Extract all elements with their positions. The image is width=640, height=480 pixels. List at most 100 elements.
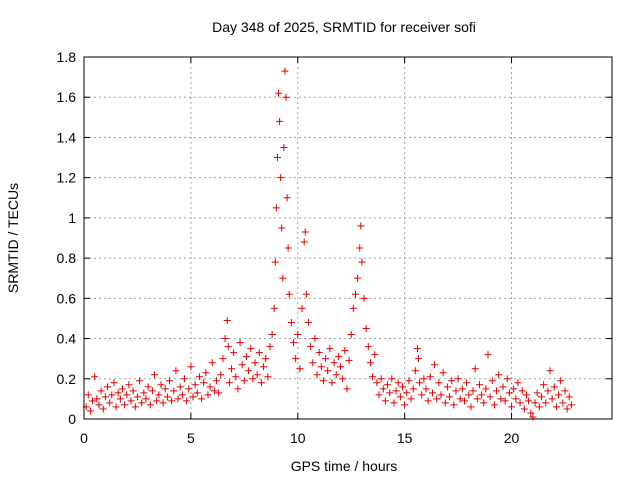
data-point [567, 401, 575, 409]
data-point [418, 391, 426, 399]
data-point [343, 385, 351, 393]
data-point [166, 377, 174, 385]
data-point [512, 395, 520, 403]
data-point [392, 387, 400, 395]
data-point [95, 401, 103, 409]
data-point [535, 403, 543, 411]
data-point [189, 393, 197, 401]
data-point [413, 345, 421, 353]
data-point [271, 258, 279, 266]
data-point [401, 401, 409, 409]
data-point [86, 407, 94, 415]
data-point [315, 349, 323, 357]
chart-title: Day 348 of 2025, SRMTID for receiver sof… [212, 19, 476, 35]
data-point [262, 355, 270, 363]
data-point [84, 391, 92, 399]
data-point [240, 377, 248, 385]
data-point [285, 290, 293, 298]
data-point [180, 375, 188, 383]
x-tick-label: 15 [397, 430, 413, 446]
data-point [405, 377, 413, 385]
data-point [390, 399, 398, 407]
data-point [208, 359, 216, 367]
data-point [537, 393, 545, 401]
data-point [542, 399, 550, 407]
data-point [255, 349, 263, 357]
data-point [379, 385, 387, 393]
data-point [505, 389, 513, 397]
data-point [153, 397, 161, 405]
data-point [93, 395, 101, 403]
data-point [473, 395, 481, 403]
data-point [357, 222, 365, 230]
data-point [178, 391, 186, 399]
data-point [249, 375, 257, 383]
data-point [322, 355, 330, 363]
data-point [110, 379, 118, 387]
data-point [446, 393, 454, 401]
data-point [101, 393, 109, 401]
data-point [247, 345, 255, 353]
data-point [403, 389, 411, 397]
data-point [407, 395, 415, 403]
data-point [264, 373, 272, 381]
data-point [161, 385, 169, 393]
y-tick-label: 0.6 [57, 290, 77, 306]
data-point [187, 363, 195, 371]
data-point [116, 395, 124, 403]
y-tick-label: 0.8 [57, 250, 77, 266]
points-layer [82, 67, 575, 421]
data-point [480, 399, 488, 407]
data-point [510, 385, 518, 393]
data-point [289, 339, 297, 347]
data-point [508, 403, 516, 411]
data-point [131, 403, 139, 411]
data-point [471, 365, 479, 373]
data-point [146, 401, 154, 409]
data-point [112, 403, 120, 411]
data-point [431, 361, 439, 369]
data-point [388, 375, 396, 383]
data-point [118, 385, 126, 393]
data-point [273, 154, 281, 162]
data-point [354, 274, 362, 282]
data-point [159, 399, 167, 407]
data-point [232, 373, 240, 381]
data-point [518, 387, 526, 395]
data-point [225, 379, 233, 387]
data-point [280, 144, 288, 151]
data-point [347, 331, 355, 339]
data-point [456, 395, 464, 403]
data-point [454, 375, 462, 383]
data-point [443, 383, 451, 391]
data-point [223, 316, 231, 324]
data-point [548, 395, 556, 403]
data-point [224, 343, 232, 351]
data-point [411, 367, 419, 375]
data-point [488, 377, 496, 385]
data-point [337, 363, 345, 371]
data-point [213, 377, 221, 385]
data-point [185, 385, 193, 393]
data-point [317, 363, 325, 371]
data-point [328, 379, 336, 387]
x-tick-label: 10 [290, 430, 306, 446]
data-point [106, 399, 114, 407]
data-point [230, 349, 238, 357]
data-point [369, 373, 377, 381]
y-axis-label: SRMTID / TECUs [5, 183, 21, 293]
data-point [371, 351, 379, 359]
data-point [304, 318, 312, 326]
data-point [302, 290, 310, 298]
data-point [546, 367, 554, 375]
data-point [520, 405, 528, 413]
data-point [281, 67, 289, 75]
data-point [503, 375, 511, 383]
data-point [121, 401, 129, 409]
data-point [268, 331, 276, 339]
data-point [287, 318, 295, 326]
data-point [99, 405, 107, 413]
data-point [319, 377, 327, 385]
data-point [300, 238, 308, 246]
data-point [557, 377, 565, 385]
